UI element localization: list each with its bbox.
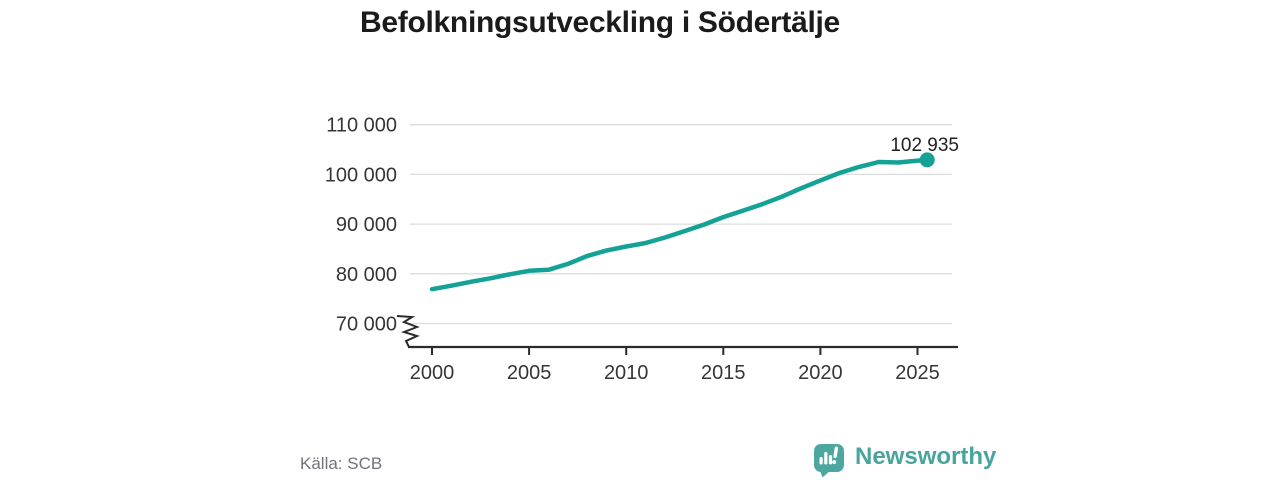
x-axis-label: 2000 xyxy=(410,362,455,384)
source-note: Källa: SCB xyxy=(300,454,383,473)
end-value-label: 102 935 xyxy=(890,135,959,156)
brand-footer: Newsworthy xyxy=(811,441,996,479)
end-point-dot xyxy=(919,152,935,168)
x-axis-label: 2020 xyxy=(798,362,843,384)
y-axis-label: 110 000 xyxy=(326,115,397,137)
x-axis-label: 2015 xyxy=(701,362,746,384)
y-axis-label: 100 000 xyxy=(325,164,397,186)
y-axis-label: 90 000 xyxy=(336,214,397,236)
chart-title: Befolkningsutveckling i Södertälje xyxy=(360,6,840,39)
newsworthy-logo-icon xyxy=(814,444,844,478)
x-axis-label: 2025 xyxy=(895,362,940,384)
brand-wordmark: Newsworthy xyxy=(855,443,997,470)
y-axis-label: 80 000 xyxy=(336,264,397,286)
y-axis-break-icon xyxy=(396,315,420,348)
y-axis-label: 70 000 xyxy=(336,314,397,336)
population-line xyxy=(429,157,930,292)
x-axis-label: 2010 xyxy=(604,362,649,384)
x-axis-label: 2005 xyxy=(507,362,552,384)
